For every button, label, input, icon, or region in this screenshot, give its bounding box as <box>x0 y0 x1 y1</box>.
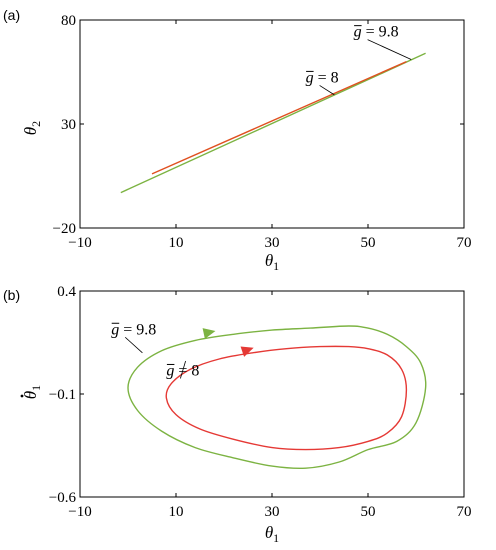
panel-a-x-ticks: −10 10 30 50 70 <box>68 20 472 251</box>
x-tick-label: 10 <box>169 504 184 520</box>
x-tick-label: 30 <box>265 504 280 520</box>
direction-arrow <box>202 328 216 339</box>
panel-a-xlabel-subscript: 1 <box>273 259 279 273</box>
x-tick-label: 70 <box>457 504 472 520</box>
panel-b-ylabel: θ1 <box>21 385 43 399</box>
annotation-leader <box>319 85 335 96</box>
annotation-leader <box>367 39 412 60</box>
panel-b-ylabel-symbol: θ <box>21 391 40 399</box>
annotation-label: g = 8 <box>306 69 339 86</box>
panel-a-plot-area: g = 9.8g = 8 <box>79 19 465 229</box>
x-tick-label: 70 <box>457 235 472 251</box>
panel-a-xlabel-symbol: θ <box>265 251 273 270</box>
panel-b-ylabel-dot <box>20 394 24 398</box>
x-tick-label: 10 <box>169 235 184 251</box>
panel-a-ylabel: θ2 <box>21 121 43 135</box>
annotation-value: = 8 <box>314 69 339 86</box>
panel-b-x-ticks: −10 10 30 50 70 <box>68 291 472 520</box>
panel-a-ylabel-subscript: 2 <box>29 121 43 127</box>
panel-b-xlabel-symbol: θ <box>265 523 273 542</box>
panel-a-xlabel: θ1 <box>265 251 279 273</box>
annotation-symbol: g <box>354 24 362 41</box>
x-tick-label: 50 <box>361 504 376 520</box>
panel-b-xlabel: θ1 <box>265 523 279 545</box>
annotation-symbol: g <box>166 362 174 379</box>
panel-b-y-ticks: −0.6 −0.1 0.4 <box>49 284 464 506</box>
panel-a-y-ticks: −20 30 80 <box>53 13 464 237</box>
annotation-symbol: g <box>111 321 119 338</box>
direction-arrow <box>240 346 254 357</box>
panel-b-label: (b) <box>3 287 20 303</box>
series-line-g-8 <box>165 345 408 451</box>
y-tick-label: 30 <box>61 117 76 133</box>
panel-a-ylabel-symbol: θ <box>21 127 40 135</box>
annotation-leader <box>124 336 143 354</box>
y-tick-label: −20 <box>53 221 76 237</box>
annotation-symbol: g <box>306 69 314 86</box>
panel-b-xlabel-subscript: 1 <box>273 531 279 545</box>
y-tick-label: 0.4 <box>57 284 76 300</box>
x-tick-label: 30 <box>265 235 280 251</box>
panel-b-ylabel-subscript: 1 <box>29 385 43 391</box>
annotation-label: g = 9.8 <box>111 321 156 338</box>
annotation-label: g = 9.8 <box>354 24 399 41</box>
panel-b-ylabel-group: θ1 <box>20 385 43 399</box>
annotation-value: = 9.8 <box>362 24 399 41</box>
annotation-label: g = 8 <box>166 362 199 379</box>
y-tick-label: 80 <box>61 13 76 29</box>
series-line-g-9-8 <box>120 52 426 194</box>
x-tick-label: −10 <box>68 235 91 251</box>
panel-a-label: (a) <box>3 7 20 23</box>
panel-b: (b) g = 9.8g = 8 −10 10 30 50 70 −0.6−0.10.4… <box>3 284 472 545</box>
annotation-value: = 9.8 <box>119 321 156 338</box>
series-line-g-9-8 <box>127 325 427 470</box>
x-tick-label: −10 <box>68 504 91 520</box>
panel-b-plot-area: g = 9.8g = 8 <box>79 290 465 498</box>
series-line-g-8 <box>151 60 407 175</box>
annotation-leader <box>180 360 186 379</box>
x-tick-label: 50 <box>361 235 376 251</box>
y-tick-label: −0.6 <box>49 490 77 506</box>
y-tick-label: −0.1 <box>49 387 76 403</box>
annotation-value: = 8 <box>174 362 199 379</box>
